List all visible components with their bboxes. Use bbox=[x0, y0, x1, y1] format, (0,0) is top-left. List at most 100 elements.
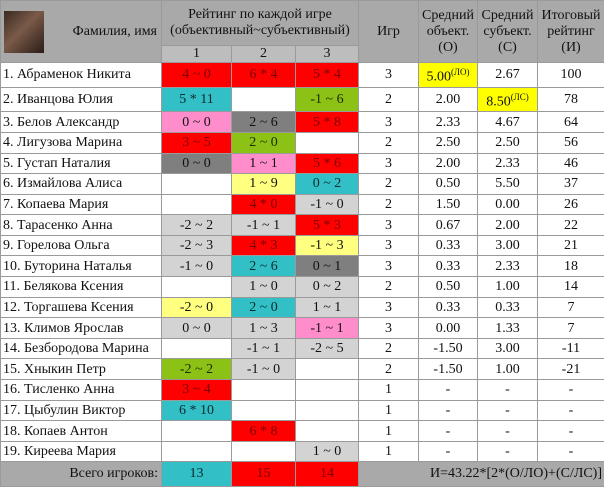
player-name: 15. Хныкин Петр bbox=[1, 359, 162, 380]
game-3-result: 0 ~ 2 bbox=[296, 174, 359, 195]
avatar bbox=[4, 11, 44, 53]
game-2-result: -1 ~ 1 bbox=[232, 338, 296, 359]
player-name: 4. Лигузова Марина bbox=[1, 132, 162, 153]
total-rating: 18 bbox=[538, 256, 604, 277]
games-played: 1 bbox=[359, 400, 419, 421]
game-3-result bbox=[296, 421, 359, 442]
games-played: 2 bbox=[359, 194, 419, 215]
player-name: 8. Тарасенко Анна bbox=[1, 215, 162, 236]
game-1-result bbox=[162, 338, 232, 359]
total-rating: 7 bbox=[538, 297, 604, 318]
games-played: 3 bbox=[359, 256, 419, 277]
avg-subjective: 4.67 bbox=[478, 112, 538, 133]
avg-subjective: 8.50(ЛС) bbox=[478, 87, 538, 112]
game-1-result bbox=[162, 174, 232, 195]
game-2-result: -1 ~ 1 bbox=[232, 215, 296, 236]
avg-subj-line: Средний bbox=[478, 8, 537, 24]
game-3-result bbox=[296, 359, 359, 380]
games-played: 2 bbox=[359, 174, 419, 195]
games-played: 2 bbox=[359, 277, 419, 298]
game-1-count: 13 bbox=[162, 462, 232, 487]
game-3-result: 0 ~ 1 bbox=[296, 256, 359, 277]
game-2-result: 4 * 0 bbox=[232, 194, 296, 215]
game-1-result: -2 ~ 2 bbox=[162, 215, 232, 236]
avg-objective: - bbox=[419, 400, 478, 421]
avg-obj-line: объект. bbox=[419, 24, 477, 40]
game-2-result: -1 ~ 0 bbox=[232, 359, 296, 380]
avg-objective: -1.50 bbox=[419, 338, 478, 359]
game-2-count: 15 bbox=[232, 462, 296, 487]
avg-subjective: - bbox=[478, 421, 538, 442]
name-header-label: Фамилия, имя bbox=[73, 24, 157, 39]
game-1-result: 3 ~ 4 bbox=[162, 380, 232, 401]
avg-subjective: - bbox=[478, 400, 538, 421]
games-played: 2 bbox=[359, 87, 419, 112]
game-1-result bbox=[162, 194, 232, 215]
game-3-result: -1 ~ 0 bbox=[296, 194, 359, 215]
total-line: Итоговый bbox=[538, 8, 604, 24]
total-rating: 64 bbox=[538, 112, 604, 133]
game-2-result: 6 * 4 bbox=[232, 63, 296, 88]
games-played: 3 bbox=[359, 318, 419, 339]
game-1-result: 0 ~ 0 bbox=[162, 318, 232, 339]
avg-subjective: 2.50 bbox=[478, 132, 538, 153]
game-1-result: 6 * 10 bbox=[162, 400, 232, 421]
rating-header: Рейтинг по каждой игре (объективный~субъ… bbox=[162, 1, 359, 46]
avg-objective: 0.50 bbox=[419, 277, 478, 298]
game-2-result: 4 * 3 bbox=[232, 235, 296, 256]
avg-subj-header: Средний субъект. (С) bbox=[478, 1, 538, 63]
game-3-result: -2 ~ 5 bbox=[296, 338, 359, 359]
avg-subjective: 1.00 bbox=[478, 359, 538, 380]
game-3-result: 5 * 4 bbox=[296, 63, 359, 88]
total-line: рейтинг bbox=[538, 24, 604, 40]
games-played: 2 bbox=[359, 132, 419, 153]
game-3-result: -1 ~ 1 bbox=[296, 318, 359, 339]
total-rating: -21 bbox=[538, 359, 604, 380]
avg-subjective: - bbox=[478, 380, 538, 401]
avg-subj-line: субъект. bbox=[478, 24, 537, 40]
total-rating: - bbox=[538, 380, 604, 401]
player-name: 5. Густап Наталия bbox=[1, 153, 162, 174]
avg-subjective: - bbox=[478, 441, 538, 462]
game-1-result bbox=[162, 441, 232, 462]
game-2-result bbox=[232, 380, 296, 401]
avg-objective: 0.67 bbox=[419, 215, 478, 236]
game-3-result: 0 ~ 2 bbox=[296, 277, 359, 298]
game-1-result bbox=[162, 421, 232, 442]
avg-objective: 2.00 bbox=[419, 153, 478, 174]
game-3-result: 1 ~ 0 bbox=[296, 441, 359, 462]
avg-subjective: 5.50 bbox=[478, 174, 538, 195]
game-3-result: 5 * 8 bbox=[296, 112, 359, 133]
avg-objective: - bbox=[419, 380, 478, 401]
total-header: Итоговый рейтинг (И) bbox=[538, 1, 604, 63]
avg-objective: 0.50 bbox=[419, 174, 478, 195]
game-1-result: -2 ~ 2 bbox=[162, 359, 232, 380]
games-played: 1 bbox=[359, 380, 419, 401]
rating-title: Рейтинг по каждой игре bbox=[162, 7, 358, 23]
avg-objective: 5.00(ЛО) bbox=[419, 63, 478, 88]
rating-subtitle: (объективный~субъективный) bbox=[162, 23, 358, 39]
total-rating: 46 bbox=[538, 153, 604, 174]
game-2-result: 1 ~ 9 bbox=[232, 174, 296, 195]
games-played: 1 bbox=[359, 421, 419, 442]
avg-objective: 0.00 bbox=[419, 318, 478, 339]
total-rating: 78 bbox=[538, 87, 604, 112]
player-name: 1. Абраменок Никита bbox=[1, 63, 162, 88]
total-rating: 14 bbox=[538, 277, 604, 298]
avg-obj-header: Средний объект. (О) bbox=[419, 1, 478, 63]
avg-objective: -1.50 bbox=[419, 359, 478, 380]
avg-subj-line: (С) bbox=[478, 40, 537, 56]
total-rating: 22 bbox=[538, 215, 604, 236]
avg-subjective: 0.00 bbox=[478, 194, 538, 215]
game-2-result bbox=[232, 441, 296, 462]
